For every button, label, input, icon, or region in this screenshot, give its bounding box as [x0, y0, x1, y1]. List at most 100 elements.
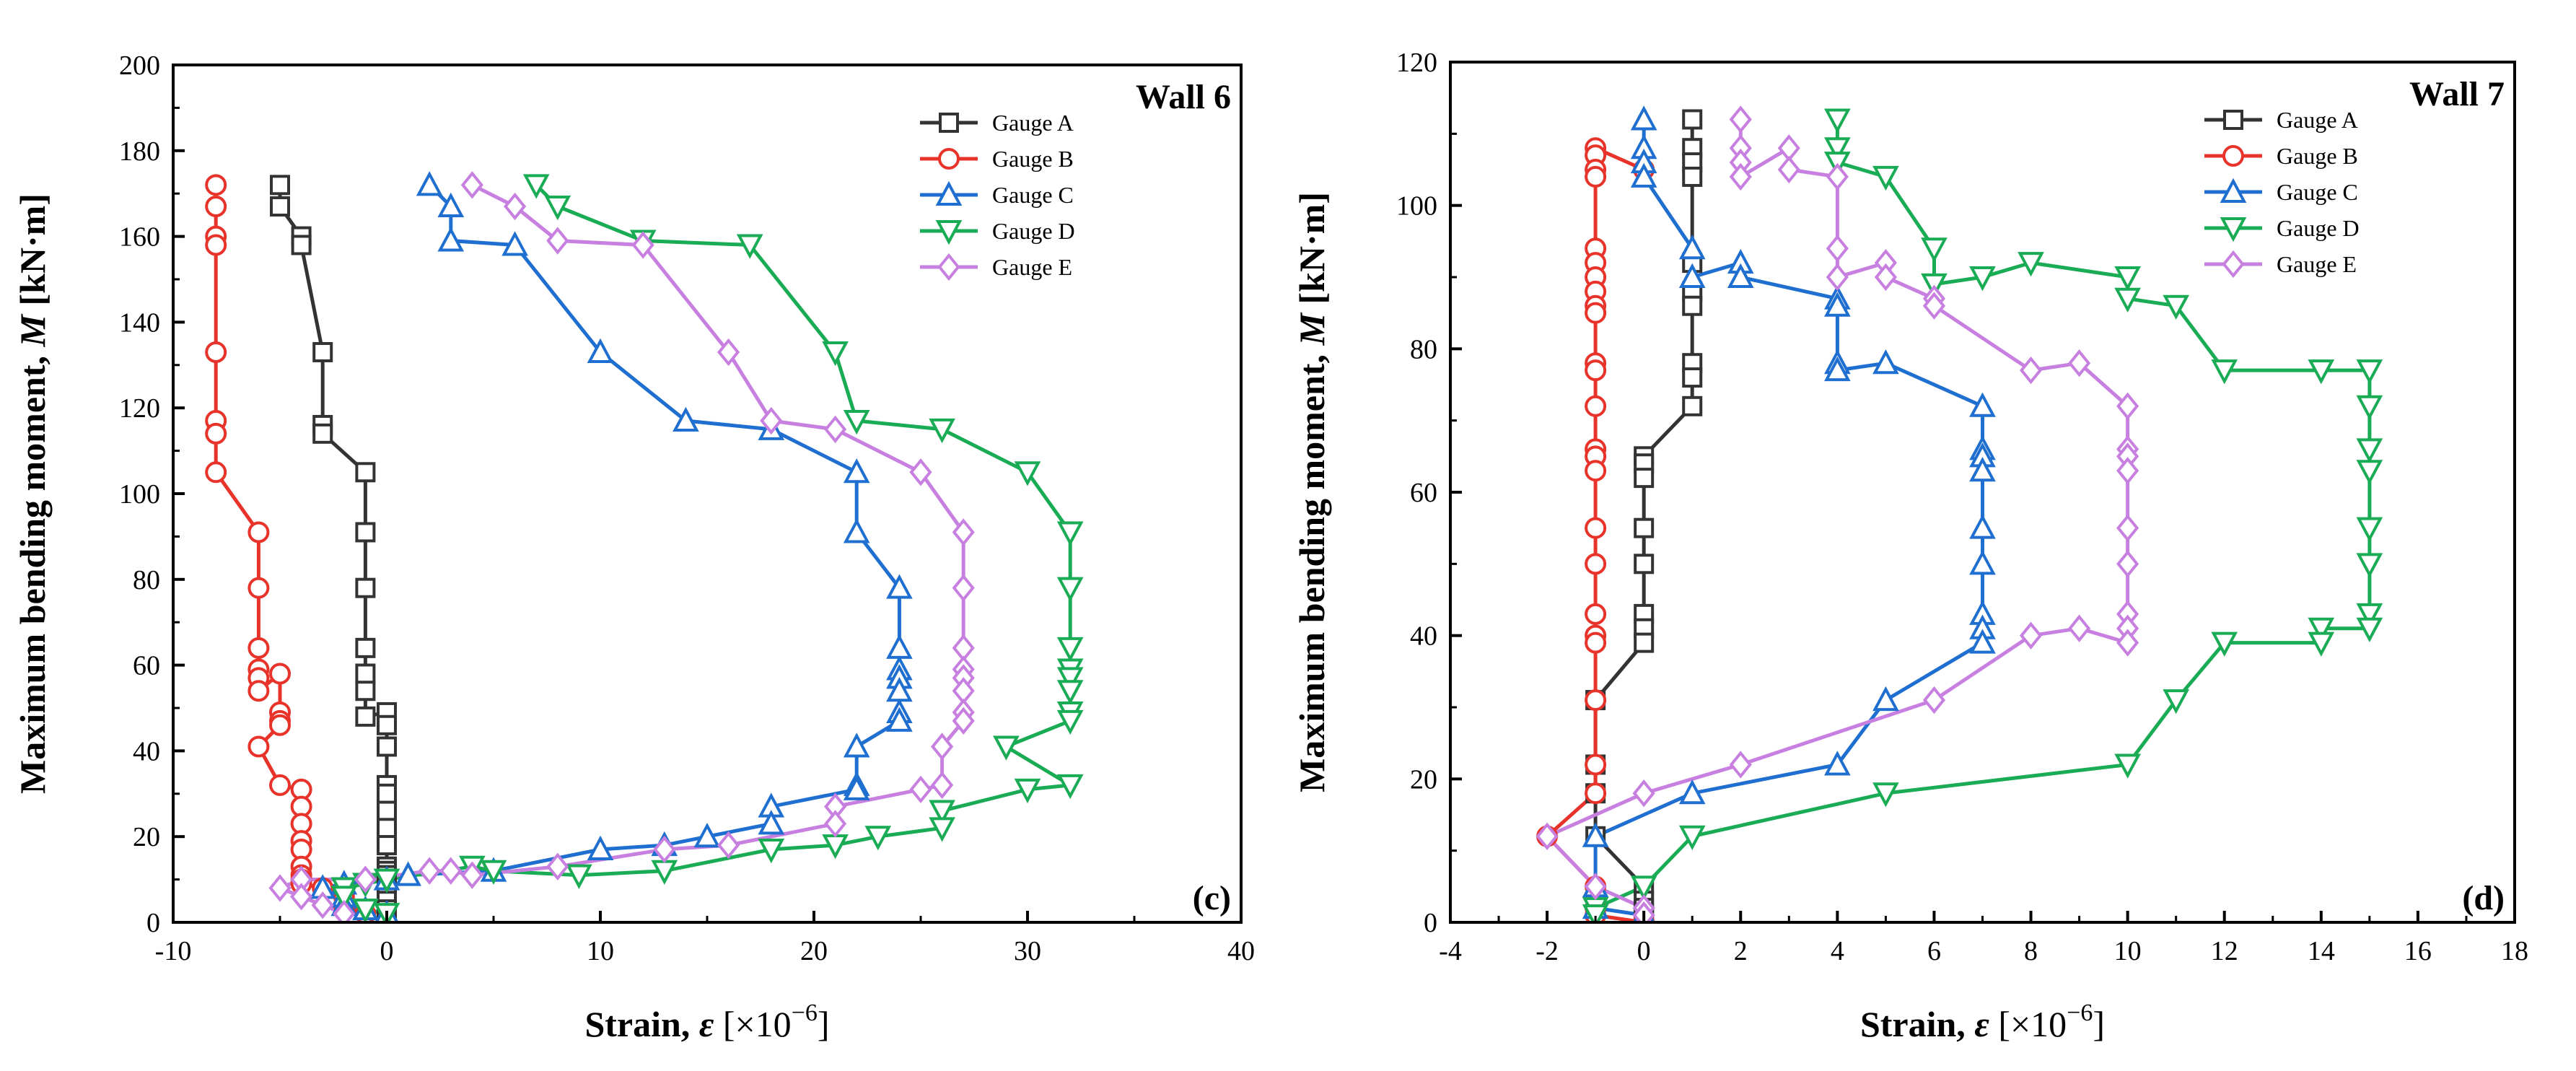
x-tick-label: 6	[1927, 936, 1941, 966]
data-point	[1826, 235, 1849, 263]
data-point	[843, 410, 870, 435]
data-point	[1969, 266, 1996, 292]
legend-swatch-marker	[2223, 110, 2243, 130]
data-point	[1582, 822, 1609, 847]
data-point	[758, 810, 785, 835]
data-point	[631, 231, 654, 259]
x-axis-title-prefix: Strain,	[1860, 1004, 1974, 1044]
series-markers-gauge-e	[268, 171, 975, 922]
data-point	[1056, 680, 1084, 705]
y-tick-label: 100	[1396, 191, 1437, 222]
data-point	[418, 857, 441, 885]
data-point	[587, 835, 614, 861]
data-point	[1582, 904, 1609, 922]
data-point	[247, 680, 270, 702]
data-point	[1014, 778, 1041, 804]
data-point	[2356, 359, 2383, 385]
x-axis-title: Strain, ε [×10−6]	[1860, 1000, 2105, 1044]
data-point	[1729, 162, 1752, 191]
data-point	[373, 868, 400, 893]
data-point	[1585, 395, 1607, 417]
data-point	[824, 415, 847, 444]
x-tick-label: 30	[1014, 936, 1041, 966]
data-point	[291, 235, 312, 255]
data-point	[1535, 822, 1559, 850]
data-point	[377, 818, 397, 839]
y-tick-label: 40	[1410, 621, 1437, 652]
legend-label: Gauge E	[2277, 251, 2357, 277]
data-point	[1874, 263, 1897, 292]
legend-swatch-marker	[935, 180, 963, 206]
data-point	[931, 733, 954, 761]
data-point	[2116, 550, 2139, 578]
x-axis-title: Strain, ε [×10−6]	[584, 1000, 829, 1044]
data-point	[1585, 689, 1607, 712]
data-point	[929, 418, 955, 444]
y-tick-label: 20	[1410, 764, 1437, 795]
series-markers-gauge-d	[330, 174, 1084, 922]
x-axis-title-exponent: −6	[792, 1000, 818, 1026]
x-axis-title-unit: [×10	[714, 1004, 791, 1044]
data-point	[760, 406, 783, 435]
data-point	[270, 196, 290, 217]
data-point	[290, 883, 313, 911]
data-point	[2356, 617, 2383, 642]
data-point	[1014, 461, 1041, 486]
data-point	[843, 775, 870, 800]
x-axis-title-unit: [×10	[1989, 1004, 2067, 1044]
y-tick-label: 80	[1410, 334, 1437, 364]
data-point	[1777, 155, 1800, 184]
data-point	[1729, 751, 1752, 779]
data-point	[758, 839, 785, 864]
data-point	[395, 861, 421, 886]
data-point	[269, 774, 291, 796]
data-point	[439, 857, 463, 885]
data-point	[355, 462, 376, 483]
data-point	[1872, 686, 1899, 712]
data-point	[1634, 632, 1655, 653]
data-point	[1826, 263, 1849, 292]
data-point	[1678, 263, 1706, 288]
data-point	[993, 735, 1020, 761]
data-point	[205, 461, 227, 484]
data-point	[1824, 751, 1851, 776]
wall-6-chart-panel: -10 0 10 20 30 40020406080100120140160180200W…	[12, 51, 1255, 1044]
data-point	[1969, 514, 1996, 539]
data-point	[1634, 517, 1655, 538]
data-point	[2068, 349, 2091, 377]
series-markers-gauge-b	[205, 174, 377, 922]
legend-swatch-marker	[937, 253, 960, 281]
data-point	[843, 458, 870, 484]
y-tick-label: 200	[119, 51, 160, 81]
plot-area	[1535, 105, 2383, 922]
data-point	[824, 810, 847, 838]
x-axis-title-symbol: ε	[1974, 1004, 1989, 1044]
data-point	[205, 234, 227, 256]
series-markers-gauge-c	[309, 171, 913, 922]
x-tick-label: -10	[155, 936, 192, 966]
data-point	[822, 341, 849, 367]
y-axis-title-symbol: M	[12, 314, 53, 348]
data-point	[501, 231, 528, 256]
data-point	[2116, 514, 2139, 542]
x-axis-title-prefix: Strain,	[584, 1004, 698, 1044]
data-point	[205, 196, 227, 218]
data-point	[416, 171, 443, 196]
x-axis-title-symbol: ε	[699, 1004, 714, 1044]
data-point	[886, 574, 913, 599]
data-point	[952, 574, 975, 602]
data-point	[1682, 295, 1703, 316]
legend-swatch-marker	[935, 220, 963, 245]
data-point	[2018, 252, 2044, 277]
panel-tag: (c)	[1193, 879, 1231, 917]
series-markers-gauge-e	[1535, 105, 2139, 922]
data-point	[929, 800, 955, 825]
legend-swatch-marker	[2222, 250, 2245, 279]
data-point	[1872, 782, 1899, 808]
data-point	[952, 518, 975, 546]
data-point	[2114, 266, 2141, 292]
data-point	[460, 171, 483, 199]
data-point	[2068, 614, 2091, 642]
data-point	[1682, 395, 1703, 416]
legend-swatch-marker	[938, 148, 960, 170]
